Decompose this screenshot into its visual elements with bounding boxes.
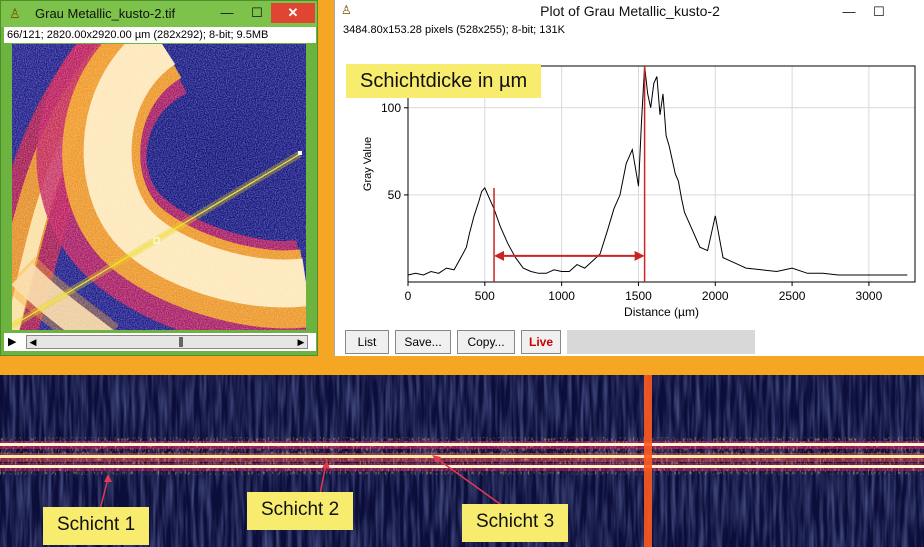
- image-render: [12, 44, 306, 330]
- scroll-thumb[interactable]: [179, 337, 183, 347]
- label-schicht-2: Schicht 2: [247, 492, 354, 530]
- imagej-microscope-icon: ♙: [9, 6, 21, 21]
- thickness-annotation: Schichtdicke in µm: [346, 64, 542, 98]
- plot-toolbar: List Save... Copy... Live: [345, 330, 924, 354]
- copy-button[interactable]: Copy...: [457, 330, 515, 354]
- scroll-left-arrow[interactable]: ◀: [29, 337, 37, 347]
- plot-window-title: Plot of Grau Metallic_kusto-2: [540, 3, 720, 19]
- profile-chart: 0 500 1000 1500 2000 2500 3000 50 100 Distance (…: [362, 65, 916, 319]
- x-tick-label: 3000: [856, 289, 883, 303]
- profile-plot: 0 500 1000 1500 2000 2500 3000 50 100 Distance (…: [341, 44, 924, 324]
- x-tick-label: 2000: [702, 289, 729, 303]
- label-schicht-3: Schicht 3: [462, 504, 569, 542]
- x-axis-label: Distance (µm): [624, 305, 699, 319]
- y-tick-label: 100: [381, 101, 401, 115]
- minimize-button[interactable]: —: [220, 5, 234, 20]
- plot-info: 3484.80x153.28 pixels (528x255); 8-bit; …: [343, 24, 565, 36]
- plot-window: ♙ Plot of Grau Metallic_kusto-2 — ☐ 3484…: [334, 0, 924, 356]
- maximize-button[interactable]: ☐: [251, 5, 263, 20]
- image-canvas[interactable]: [12, 44, 306, 330]
- x-tick-label: 1500: [625, 289, 652, 303]
- y-tick-label: 50: [388, 188, 402, 202]
- gray-value-series-line: [407, 65, 908, 276]
- plot-window-titlebar[interactable]: ♙ Plot of Grau Metallic_kusto-2 — ☐: [335, 0, 924, 22]
- image-window-titlebar[interactable]: ♙ Grau Metallic_kusto-2.tif — ☐ ✕: [1, 1, 317, 27]
- image-window: ♙ Grau Metallic_kusto-2.tif — ☐ ✕ 66/121…: [0, 0, 318, 356]
- imagej-microscope-icon: ♙: [341, 3, 352, 17]
- thickness-arrowhead-right: [634, 250, 645, 261]
- x-tick-label: 1000: [548, 289, 575, 303]
- thickness-arrowhead-left: [494, 250, 505, 261]
- plot-status-box: [567, 330, 755, 354]
- scroll-track[interactable]: ◀ ▶: [26, 335, 308, 349]
- play-icon[interactable]: ▶: [8, 336, 17, 348]
- close-button[interactable]: ✕: [271, 3, 315, 23]
- save-button[interactable]: Save...: [395, 330, 451, 354]
- scroll-right-arrow[interactable]: ▶: [297, 337, 305, 347]
- plot-maximize-button[interactable]: ☐: [873, 4, 885, 19]
- x-tick-label: 2500: [779, 289, 806, 303]
- slice-scrollbar[interactable]: ▶ ◀ ▶: [4, 333, 316, 351]
- list-button[interactable]: List: [345, 330, 389, 354]
- image-info: 66/121; 2820.00x2920.00 µm (282x292); 8-…: [4, 27, 316, 43]
- y-axis-label: Gray Value: [362, 137, 374, 191]
- x-tick-label: 0: [405, 289, 412, 303]
- label-schicht-1: Schicht 1: [43, 507, 150, 545]
- live-button[interactable]: Live: [521, 330, 561, 354]
- plot-minimize-button[interactable]: —: [842, 4, 856, 19]
- image-window-title: Grau Metallic_kusto-2.tif: [35, 6, 176, 21]
- x-tick-label: 500: [475, 289, 495, 303]
